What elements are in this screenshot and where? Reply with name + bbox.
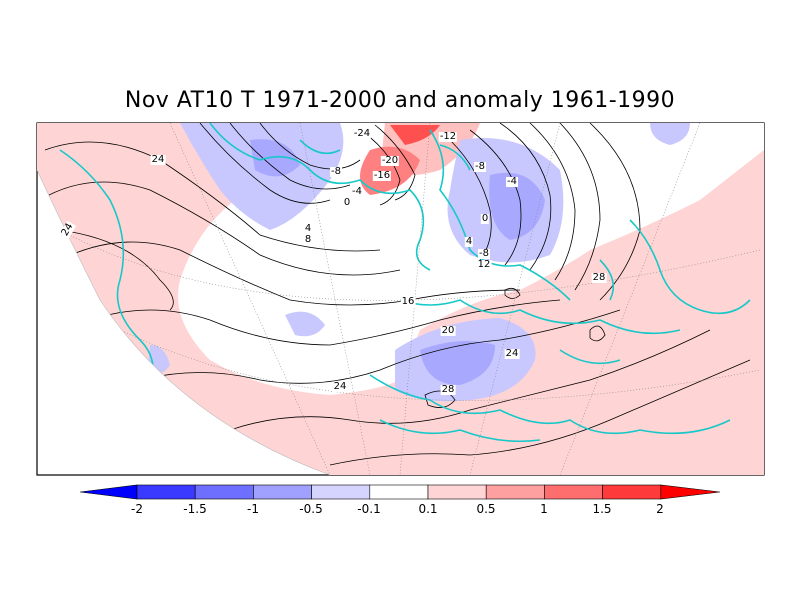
colorbar-label: 1 — [540, 502, 548, 516]
contour-label: 4 — [303, 223, 313, 234]
contour-label: 20 — [440, 325, 456, 336]
colorbar-box — [311, 484, 371, 500]
graticule — [59, 123, 761, 475]
contour-label: 0 — [480, 213, 490, 224]
colorbar-box — [253, 484, 312, 500]
colorbar-label: 0.1 — [418, 502, 438, 516]
colorbar-box — [485, 484, 545, 500]
colorbar-label: -2 — [131, 502, 143, 516]
contour-label: -20 — [380, 155, 400, 166]
colorbar-box — [602, 484, 662, 500]
contour-label: 24 — [504, 348, 520, 359]
contour-label: -8 — [474, 161, 486, 172]
contour-label: 28 — [440, 384, 456, 395]
stronger-negative-anomaly — [250, 139, 545, 385]
colorbar-box — [544, 484, 603, 500]
colorbar-label: 1.5 — [592, 502, 612, 516]
colorbar-box — [369, 484, 429, 500]
contour-label: 24 — [150, 154, 166, 165]
colorbar-boxes — [79, 484, 721, 500]
contour-label: -8 — [478, 248, 490, 259]
colorbar-label: -0.1 — [357, 502, 381, 516]
colorbar-label: -1.5 — [183, 502, 207, 516]
colorbar-box — [427, 484, 487, 500]
colorbar-box — [136, 484, 196, 500]
domain-edge — [36, 169, 331, 476]
colorbar-label: -1 — [247, 502, 259, 516]
contour-label: 0 — [342, 197, 352, 208]
contour-label: 24 — [332, 381, 348, 392]
contour-label: -12 — [438, 131, 458, 142]
contour-label: -8 — [330, 166, 342, 177]
colorbar-label: 0.5 — [476, 502, 496, 516]
contour-label: 8 — [303, 234, 313, 245]
contour-label: -4 — [351, 186, 363, 197]
colorbar-arrow-high — [660, 484, 721, 500]
contour-label: 28 — [591, 272, 607, 283]
contour-label: -4 — [506, 176, 518, 187]
temperature-contours — [37, 123, 751, 466]
colorbar-arrow-low — [79, 484, 138, 500]
colorbar-label: 2 — [656, 502, 664, 516]
contour-label: 16 — [400, 296, 416, 307]
colorbar-label: -0.5 — [299, 502, 323, 516]
positive-anomaly-areas — [37, 123, 764, 475]
contour-label: 4 — [464, 236, 474, 247]
colorbar-box — [194, 484, 254, 500]
contour-label: 12 — [476, 259, 492, 270]
map-title: Nov AT10 T 1971-2000 and anomaly 1961-19… — [124, 88, 676, 113]
contour-label: -16 — [372, 170, 392, 181]
contour-label: -24 — [352, 128, 372, 139]
